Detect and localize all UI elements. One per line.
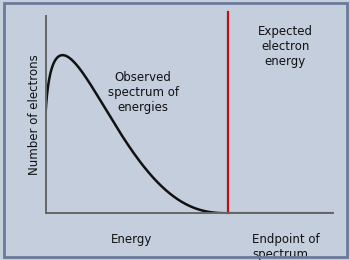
Text: Energy: Energy (111, 233, 152, 246)
Y-axis label: Number of electrons: Number of electrons (28, 54, 41, 175)
Text: Observed
spectrum of
energies: Observed spectrum of energies (107, 71, 178, 114)
Text: Expected
electron
energy: Expected electron energy (258, 25, 313, 68)
Text: Endpoint of
spectrum: Endpoint of spectrum (252, 233, 320, 260)
